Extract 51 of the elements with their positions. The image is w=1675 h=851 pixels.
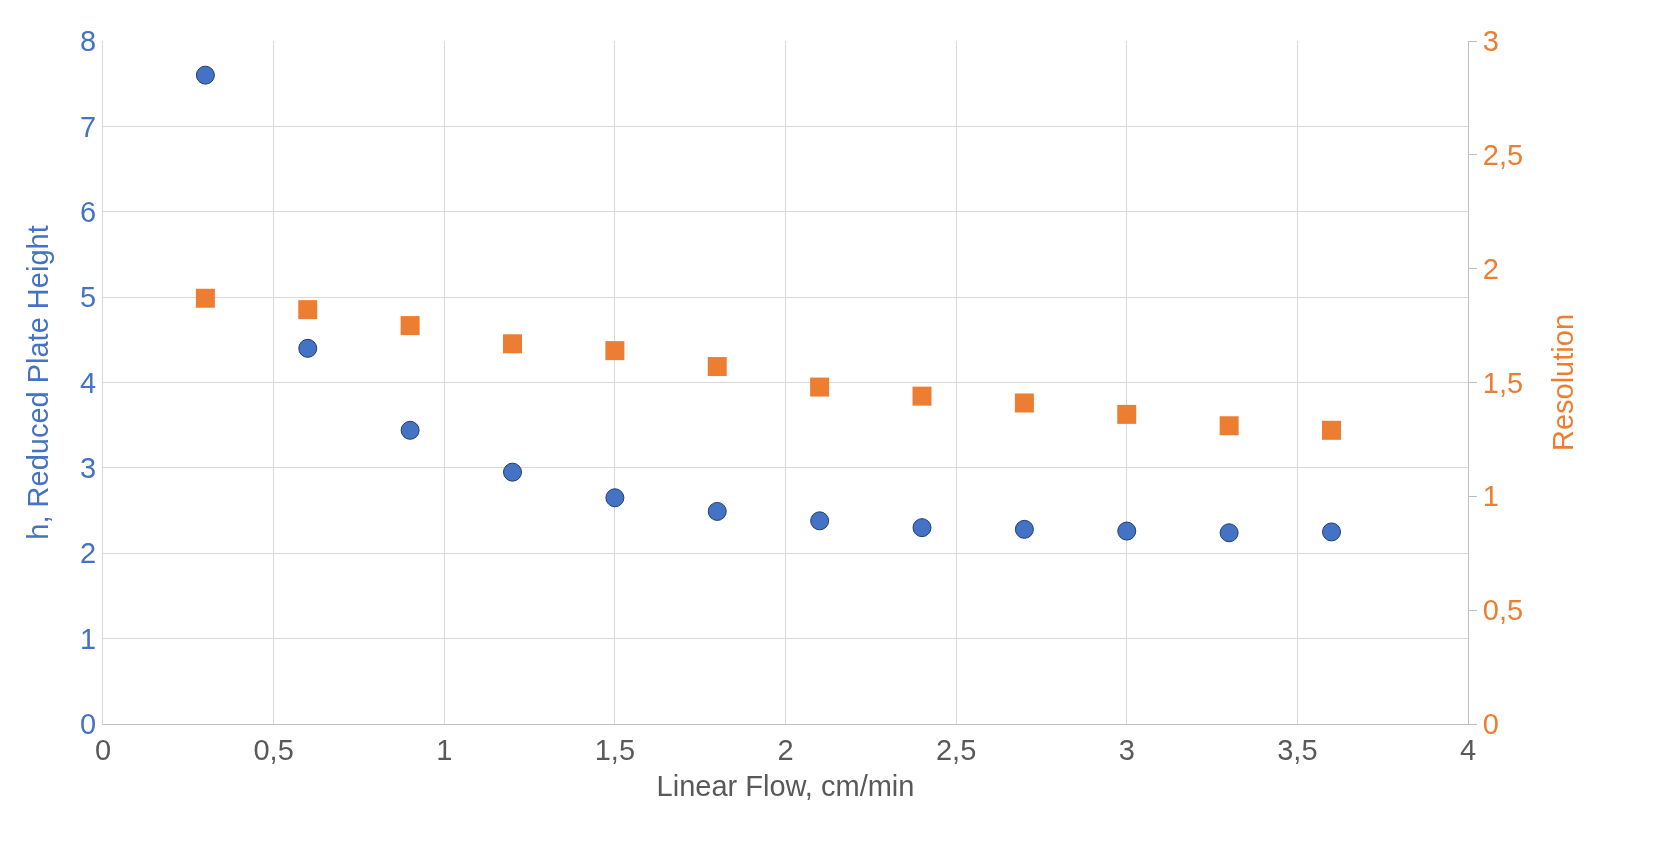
y-tick-label: 3 (80, 452, 97, 485)
y2-tick-label: 1 (1482, 480, 1499, 513)
y-tick-label: 5 (80, 281, 97, 314)
y2-tick-label: 2 (1482, 252, 1499, 285)
point (195, 65, 215, 85)
point (1014, 519, 1034, 539)
point (605, 488, 625, 508)
x-tick-label: 4 (1459, 733, 1477, 766)
y-tick-label: 1 (80, 622, 97, 655)
y-axis-title: h, Reduced Plate Height (22, 225, 55, 540)
x-tick-label: 2,5 (935, 733, 977, 766)
y-tick-label: 2 (80, 537, 97, 570)
y2-tick-label: 0,5 (1482, 594, 1524, 627)
point (810, 511, 830, 531)
point (400, 316, 420, 336)
point (503, 462, 522, 482)
point (1219, 416, 1239, 436)
point (400, 420, 420, 440)
x-axis-title: Linear Flow, cm/min (656, 769, 915, 802)
point (1219, 523, 1239, 543)
x-tick-label: 1,5 (594, 733, 636, 766)
point (1014, 393, 1034, 413)
x-tick-label: 3,5 (1277, 733, 1318, 766)
point (298, 338, 318, 358)
y2-tick-label: 0 (1482, 708, 1499, 741)
point (912, 386, 932, 406)
x-tick-label: 2 (777, 733, 794, 766)
y-tick-label: 7 (80, 110, 97, 143)
point (1117, 521, 1137, 541)
y-tick-label: 6 (80, 195, 97, 228)
y2-tick-label: 2,5 (1482, 138, 1524, 171)
point (1322, 522, 1341, 542)
x-tick-label: 1 (436, 733, 453, 766)
y-tick-label: 4 (80, 366, 97, 399)
y2-tick-label: 3 (1482, 25, 1499, 58)
point (1322, 420, 1341, 440)
point (195, 288, 215, 308)
y2-axis-title: Resolution (1546, 313, 1579, 452)
point (605, 341, 625, 361)
point (298, 300, 318, 320)
x-tick-label: 3 (1118, 733, 1135, 766)
y2-tick-label: 1,5 (1482, 366, 1524, 399)
point (707, 501, 727, 521)
point (912, 518, 932, 538)
point (1117, 404, 1137, 424)
y-tick-label: 8 (80, 25, 97, 58)
x-tick-label: 0,5 (253, 733, 294, 766)
point (810, 377, 830, 397)
point (503, 334, 522, 354)
y-tick-label: 0 (80, 708, 97, 741)
point (707, 357, 727, 377)
